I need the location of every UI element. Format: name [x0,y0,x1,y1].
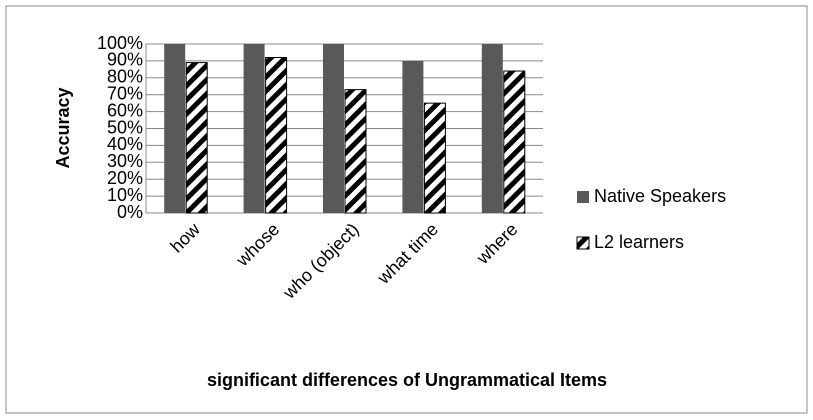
bar [481,44,503,213]
y-tick-label: 0% [117,202,143,222]
y-tick-label: 100% [97,33,143,53]
y-tick-label: 40% [107,134,143,154]
y-tick-label: 80% [107,67,143,87]
bar [503,70,526,214]
bar [265,57,288,214]
legend-label: Native Speakers [594,186,726,206]
legend-swatch [576,236,590,250]
y-tick-label: 60% [107,100,143,120]
y-tick-label: 10% [107,185,143,205]
y-axis-title: Accuracy [53,87,73,168]
bar [402,60,424,214]
y-tick-label: 90% [107,50,143,70]
bar [344,89,367,214]
y-tick-label: 20% [107,168,143,188]
x-axis-title: significant differences of Ungrammatical… [207,370,607,390]
y-tick-label: 50% [107,117,143,137]
legend-swatch [577,191,589,203]
bar [185,62,208,214]
bar [243,44,265,213]
legend-label: L2 learners [594,232,684,252]
bar [164,44,186,213]
bar [423,102,446,214]
y-tick-label: 30% [107,151,143,171]
y-tick-label: 70% [107,83,143,103]
bar [323,44,344,213]
